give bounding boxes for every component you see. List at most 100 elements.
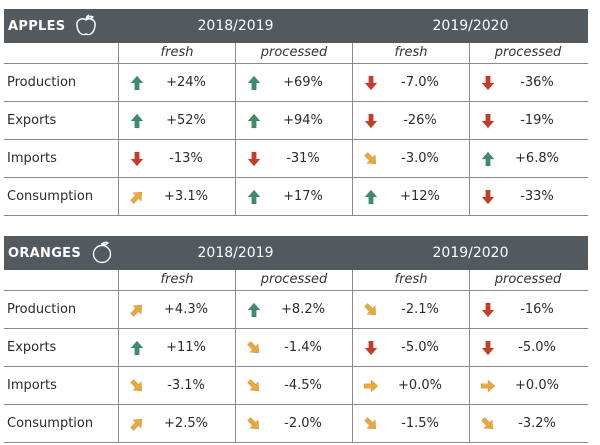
- subheader: fresh: [352, 270, 469, 290]
- row-label: Exports: [7, 340, 57, 355]
- row-label: Consumption: [7, 189, 94, 204]
- table-cell: +12%: [352, 178, 469, 215]
- change-value: +24%: [166, 75, 206, 90]
- trend-down-arrow-icon: [123, 151, 151, 167]
- table-cell: -33%: [469, 178, 586, 215]
- change-value: -3.2%: [518, 416, 556, 431]
- trend-down-arrow-icon: [357, 113, 385, 129]
- change-value: -2.1%: [401, 302, 439, 317]
- year-header: 2018/2019: [197, 245, 274, 261]
- table-cell: -3.2%: [469, 405, 586, 442]
- trend-down-arrow-icon: [357, 340, 385, 356]
- change-value: -19%: [520, 113, 554, 128]
- trend-up-arrow-icon: [123, 75, 151, 91]
- table-cell: -3.0%: [352, 140, 469, 177]
- table-row: Exports +11% -1.4% -5.0% -5.0%: [4, 329, 588, 367]
- table-cell: -1.5%: [352, 405, 469, 442]
- table-cell: -3.1%: [118, 367, 235, 404]
- trend-down-arrow-icon: [357, 75, 385, 91]
- trend-up-arrow-icon: [357, 189, 385, 205]
- table-cell: +2.5%: [118, 405, 235, 442]
- trend-right-arrow-icon: [474, 378, 502, 394]
- trend-right-arrow-icon: [357, 378, 385, 394]
- table-cell: +6.8%: [469, 140, 586, 177]
- table-cell: -5.0%: [469, 329, 586, 366]
- table-row: Production +24% +69% -7.0% -36%: [4, 64, 588, 102]
- table-header: APPLES 2018/2019 2019/2020: [4, 9, 588, 43]
- change-value: -5.0%: [518, 340, 556, 355]
- table-cell: -2.0%: [235, 405, 352, 442]
- table-title: APPLES: [8, 18, 66, 34]
- subheader: fresh: [118, 43, 235, 63]
- trend-down-arrow-icon: [240, 151, 268, 167]
- table-cell: -13%: [118, 140, 235, 177]
- change-value: +11%: [166, 340, 206, 355]
- trend-down-arrow-icon: [474, 75, 502, 91]
- trend-up-arrow-icon: [240, 75, 268, 91]
- trend-up-arrow-icon: [123, 113, 151, 129]
- trend-up-arrow-icon: [240, 302, 268, 318]
- row-label: Production: [7, 302, 77, 317]
- row-label: Exports: [7, 113, 57, 128]
- subheader: fresh: [352, 43, 469, 63]
- change-value: -1.4%: [284, 340, 322, 355]
- table-body: Production +24% +69% -7.0% -36% Exports +…: [4, 64, 588, 216]
- change-value: -13%: [169, 151, 203, 166]
- table-row: Imports -3.1% -4.5% +0.0% +0.0%: [4, 367, 588, 405]
- change-value: +52%: [166, 113, 206, 128]
- subheader-row: fresh processed fresh processed: [4, 270, 588, 291]
- table-row: Consumption +2.5% -2.0% -1.5% -3.2%: [4, 405, 588, 443]
- trend-down-arrow-icon: [474, 302, 502, 318]
- subheader: processed: [469, 43, 586, 63]
- trend-down-arrow-icon: [474, 340, 502, 356]
- change-value: +4.3%: [164, 302, 208, 317]
- trend-up-arrow-icon: [474, 151, 502, 167]
- change-value: -31%: [286, 151, 320, 166]
- trend-down-right-arrow-icon: [240, 378, 268, 394]
- change-value: +6.8%: [515, 151, 559, 166]
- change-value: -7.0%: [401, 75, 439, 90]
- subheader: processed: [235, 270, 352, 290]
- table-header: ORANGES 2018/2019 2019/2020: [4, 236, 588, 270]
- year-header: 2019/2020: [432, 18, 509, 34]
- change-value: -2.0%: [284, 416, 322, 431]
- change-value: -26%: [403, 113, 437, 128]
- change-value: +8.2%: [281, 302, 325, 317]
- table-cell: +4.3%: [118, 291, 235, 328]
- change-value: +17%: [283, 189, 323, 204]
- table-cell: -31%: [235, 140, 352, 177]
- change-value: -5.0%: [401, 340, 439, 355]
- change-value: -3.1%: [167, 378, 205, 393]
- row-label: Production: [7, 75, 77, 90]
- row-label: Imports: [7, 151, 57, 166]
- change-value: +0.0%: [398, 378, 442, 393]
- trend-up-arrow-icon: [123, 340, 151, 356]
- table-cell: -26%: [352, 102, 469, 139]
- subheader: processed: [469, 270, 586, 290]
- table-cell: +69%: [235, 64, 352, 101]
- trend-down-arrow-icon: [474, 189, 502, 205]
- table-row: Exports +52% +94% -26% -19%: [4, 102, 588, 140]
- table-cell: -7.0%: [352, 64, 469, 101]
- table-cell: +0.0%: [469, 367, 586, 404]
- change-value: -16%: [520, 302, 554, 317]
- table-cell: +0.0%: [352, 367, 469, 404]
- change-value: +3.1%: [164, 189, 208, 204]
- table-cell: +17%: [235, 178, 352, 215]
- table-cell: -5.0%: [352, 329, 469, 366]
- table-cell: -1.4%: [235, 329, 352, 366]
- change-value: -36%: [520, 75, 554, 90]
- subheader-row: fresh processed fresh processed: [4, 43, 588, 64]
- table-row: Imports -13% -31% -3.0% +6.8%: [4, 140, 588, 178]
- trend-down-right-arrow-icon: [240, 340, 268, 356]
- trend-down-right-arrow-icon: [357, 151, 385, 167]
- table-body: Production +4.3% +8.2% -2.1% -16% Exports…: [4, 291, 588, 443]
- table-cell: -4.5%: [235, 367, 352, 404]
- table-row: Production +4.3% +8.2% -2.1% -16%: [4, 291, 588, 329]
- table-row: Consumption +3.1% +17% +12% -33%: [4, 178, 588, 216]
- trend-down-right-arrow-icon: [357, 302, 385, 318]
- table-cell: +24%: [118, 64, 235, 101]
- trend-down-right-arrow-icon: [240, 416, 268, 432]
- table-cell: -2.1%: [352, 291, 469, 328]
- change-value: +0.0%: [515, 378, 559, 393]
